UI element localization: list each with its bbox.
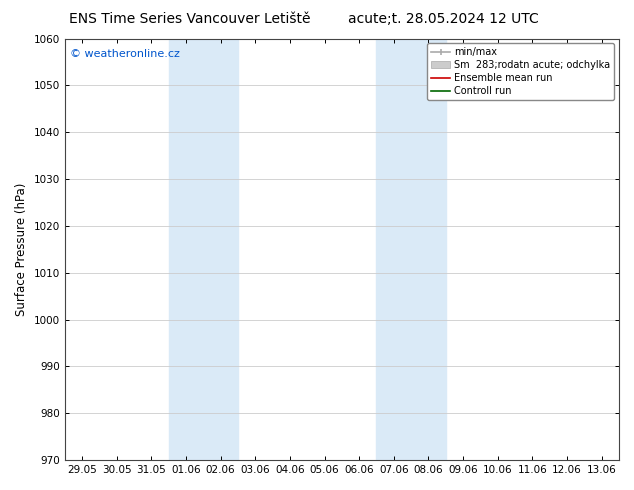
Text: ENS Time Series Vancouver Letiště: ENS Time Series Vancouver Letiště <box>70 12 311 26</box>
Legend: min/max, Sm  283;rodatn acute; odchylka, Ensemble mean run, Controll run: min/max, Sm 283;rodatn acute; odchylka, … <box>427 44 614 100</box>
Y-axis label: Surface Pressure (hPa): Surface Pressure (hPa) <box>15 183 28 316</box>
Bar <box>377 39 446 460</box>
Text: acute;t. 28.05.2024 12 UTC: acute;t. 28.05.2024 12 UTC <box>349 12 539 26</box>
Text: © weatheronline.cz: © weatheronline.cz <box>70 49 180 59</box>
Bar <box>169 39 238 460</box>
